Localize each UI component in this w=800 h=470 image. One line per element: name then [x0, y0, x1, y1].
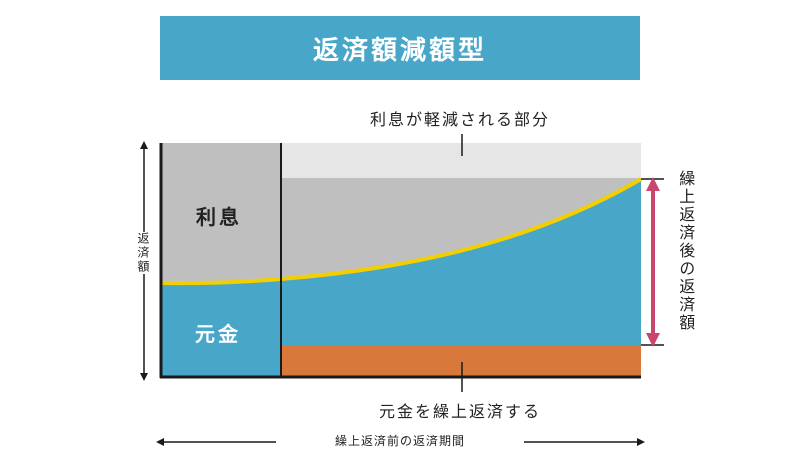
- principal-label: 元金: [195, 322, 241, 346]
- payment-amount-label: 返済額: [135, 232, 152, 274]
- title-banner: 返済額減額型: [160, 16, 640, 80]
- reduced-interest-label: 利息が軽減される部分: [369, 110, 550, 129]
- page-title: 返済額減額型: [312, 35, 487, 66]
- period-label: 繰上返済前の返済期間: [276, 432, 524, 449]
- boundary-curve: [160, 177, 643, 286]
- reduced-interest-area: [281, 143, 641, 178]
- interest-label: 利息: [196, 205, 242, 229]
- prepay-principal-label: 元金を繰上返済する: [378, 402, 541, 421]
- principal-area-before: [160, 279, 281, 377]
- principal-area-after: [281, 179, 641, 346]
- prepaid-principal-area: [281, 346, 641, 377]
- post-payment-label: 繰上返済後の返済額: [676, 170, 696, 332]
